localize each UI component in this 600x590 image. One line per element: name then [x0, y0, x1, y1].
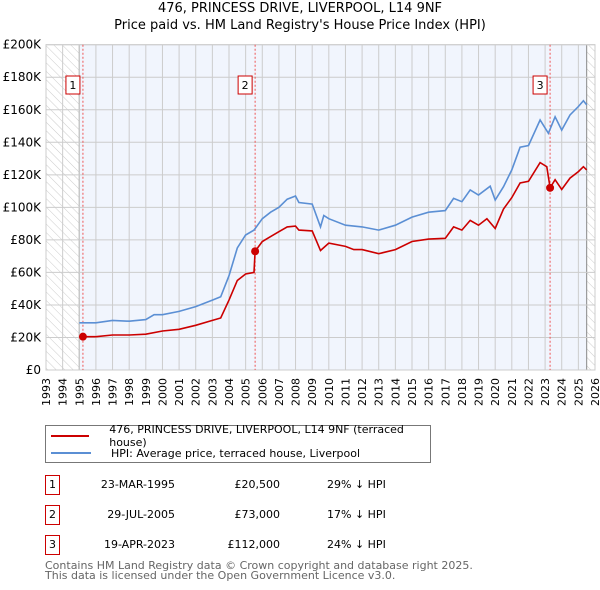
x-tick-label: 2014 — [389, 378, 402, 406]
legend-label: 476, PRINCESS DRIVE, LIVERPOOL, L14 9NF … — [109, 423, 404, 449]
y-tick-label: £120K — [3, 168, 43, 182]
footer-copyright: Contains HM Land Registry data © Crown c… — [45, 559, 473, 572]
x-tick-label: 2007 — [273, 378, 286, 406]
marker-box — [532, 75, 548, 95]
y-tick-label: £20K — [10, 330, 42, 344]
x-tick-label: 1995 — [73, 378, 86, 406]
x-tick-label: 2020 — [489, 378, 502, 406]
marker-label: 2 — [242, 79, 249, 92]
x-tick-label: 1999 — [140, 378, 153, 406]
table-row: 1 23-MAR-1995 £20,500 29% ↓ HPI — [45, 475, 445, 495]
marker-label: 3 — [537, 79, 544, 92]
sale-point — [251, 247, 260, 256]
row-price: £20,500 — [234, 478, 281, 491]
row-hpi: 24% ↓ HPI — [327, 538, 386, 551]
x-tick-label: 2006 — [256, 378, 269, 406]
x-tick-label: 2009 — [306, 378, 319, 406]
chart-subtitle: Price paid vs. HM Land Registry's House … — [114, 18, 486, 33]
y-tick-label: £140K — [3, 135, 43, 149]
x-tick-label: 1996 — [90, 378, 103, 406]
y-tick-label: £40K — [10, 298, 42, 312]
x-tick-label: 2004 — [223, 378, 236, 406]
x-tick-label: 2012 — [356, 378, 369, 406]
y-tick-label: £200K — [3, 38, 43, 52]
legend-label: HPI: Average price, terraced house, Live… — [111, 446, 361, 460]
y-tick-label: £0 — [26, 363, 41, 377]
legend-item-hpi: HPI: Average price, terraced house, Live… — [46, 445, 360, 461]
x-tick-label: 2018 — [456, 378, 469, 406]
plot-border — [45, 44, 596, 371]
x-tick-label: 2013 — [373, 378, 386, 406]
hpi-line — [79, 99, 588, 324]
marker-label: 1 — [69, 79, 76, 92]
x-tick-label: 2000 — [156, 378, 169, 406]
row-marker: 1 — [45, 475, 60, 495]
x-tick-label: 2023 — [539, 378, 552, 406]
x-tick-label: 2010 — [323, 378, 336, 406]
row-price: £112,000 — [227, 538, 281, 551]
row-date: 23-MAR-1995 — [100, 478, 175, 491]
x-tick-label: 2021 — [506, 378, 519, 406]
x-tick-label: 2017 — [439, 378, 452, 406]
legend: 476, PRINCESS DRIVE, LIVERPOOL, L14 9NF … — [45, 423, 431, 463]
x-tick-label: 2001 — [173, 378, 186, 406]
chart-title: 476, PRINCESS DRIVE, LIVERPOOL, L14 9NF — [157, 1, 443, 16]
row-date: 29-JUL-2005 — [107, 508, 175, 521]
x-tick-label: 2005 — [240, 378, 253, 406]
footer-licence: This data is licensed under the Open Gov… — [45, 569, 396, 582]
x-tick-label: 2008 — [290, 378, 303, 406]
row-date: 19-APR-2023 — [103, 538, 175, 551]
x-tick-label: 2016 — [423, 378, 436, 406]
row-price: £73,000 — [234, 508, 281, 521]
legend-swatch-blue — [51, 452, 91, 454]
table-row: 3 19-APR-2023 £112,000 24% ↓ HPI — [45, 535, 445, 555]
y-tick-label: £80K — [10, 233, 42, 247]
marker-box — [65, 75, 81, 95]
x-tick-label: 2025 — [572, 378, 585, 406]
x-tick-label: 2019 — [473, 378, 486, 406]
row-marker: 2 — [45, 505, 60, 525]
row-marker: 3 — [45, 535, 60, 555]
legend-item-property: 476, PRINCESS DRIVE, LIVERPOOL, L14 9NF … — [46, 423, 430, 449]
x-tick-label: 2011 — [339, 378, 352, 406]
y-tick-label: £180K — [3, 70, 43, 84]
row-hpi: 29% ↓ HPI — [327, 478, 386, 491]
y-tick-label: £160K — [3, 103, 43, 117]
price-chart: 1 2 3 1993 1994 1995 1996 1997 1998 1999 2000 2001 2… — [3, 38, 600, 406]
x-tick-label: 1993 — [40, 378, 53, 406]
legend-swatch-red — [51, 435, 90, 437]
x-tick-label: 1994 — [57, 378, 70, 406]
y-tick-label: £60K — [10, 265, 42, 279]
table-row: 2 29-JUL-2005 £73,000 17% ↓ HPI — [45, 505, 445, 525]
x-tick-label: 1997 — [107, 378, 120, 406]
x-tick-label: 2002 — [190, 378, 203, 406]
x-tick-label: 2003 — [206, 378, 219, 406]
footer: Contains HM Land Registry data © Crown c… — [45, 559, 473, 582]
sale-point — [78, 332, 87, 341]
x-tick-label: 2022 — [522, 378, 535, 406]
row-hpi: 17% ↓ HPI — [327, 508, 386, 521]
x-tick-label: 2015 — [406, 378, 419, 406]
marker-box — [237, 75, 253, 95]
y-tick-label: £100K — [3, 200, 43, 214]
x-tick-label: 2026 — [589, 378, 600, 406]
x-tick-label: 2024 — [556, 378, 569, 406]
sale-point — [546, 183, 555, 192]
x-tick-label: 1998 — [123, 378, 136, 406]
price-paid-line — [82, 161, 588, 338]
